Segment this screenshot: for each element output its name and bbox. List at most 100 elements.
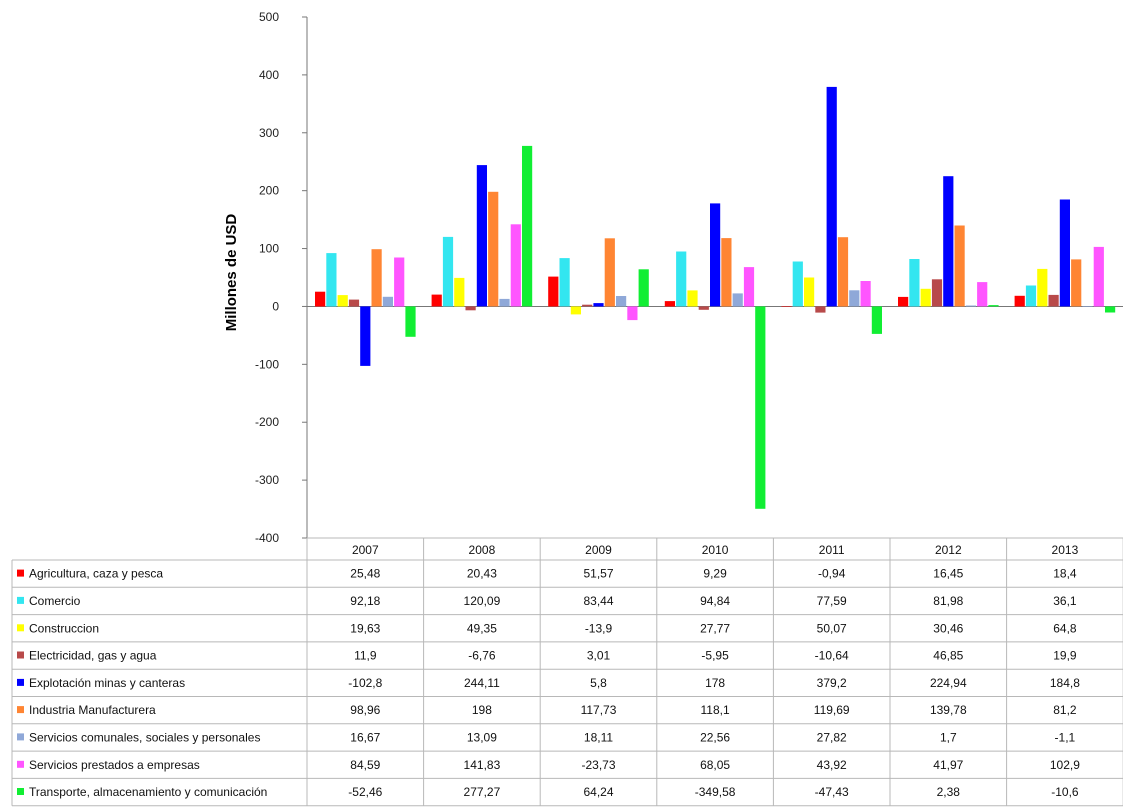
bar-8-2010: [743, 267, 755, 307]
bar-2-2011: [792, 261, 803, 307]
bar-6-2009: [604, 238, 615, 307]
data-label: 84,59: [350, 758, 380, 772]
data-label: 27,77: [700, 621, 730, 635]
data-label: 25,48: [350, 567, 380, 581]
data-label: 94,84: [700, 594, 730, 608]
bar-5-2010: [710, 203, 721, 307]
bar-3-2013: [1037, 268, 1048, 307]
data-label: 77,59: [817, 594, 847, 608]
bar-7-2007: [382, 296, 393, 307]
bar-1-2008: [431, 294, 442, 307]
data-label: 41,97: [933, 758, 963, 772]
data-label: 1,7: [940, 730, 957, 744]
data-label: -52,46: [348, 785, 382, 799]
data-label: -0,94: [818, 567, 846, 581]
bar-9-2008: [522, 145, 533, 307]
bar-7-2009: [616, 296, 627, 307]
bar-4-2008: [465, 306, 476, 311]
bar-4-2007: [348, 299, 360, 307]
data-label: 117,73: [581, 703, 617, 717]
bar-1-2012: [898, 296, 909, 307]
table-row-label: Transporte, almacenamiento y comunicació…: [29, 785, 267, 799]
data-label: 379,2: [817, 676, 847, 690]
y-tick-label: -200: [255, 415, 279, 429]
data-label: 64,24: [583, 785, 613, 799]
data-label: 27,82: [817, 730, 847, 744]
data-label: 11,9: [354, 649, 377, 663]
data-label: 184,8: [1050, 676, 1080, 690]
data-label: 141,83: [464, 758, 501, 772]
data-label: 98,96: [350, 703, 380, 717]
data-label: 118,1: [701, 703, 730, 717]
bar-5-2008: [476, 165, 487, 307]
data-label: -23,73: [581, 758, 615, 772]
data-label: 119,69: [814, 703, 850, 717]
y-tick-label: 200: [259, 184, 279, 198]
legend-swatch: [17, 760, 24, 768]
bar-6-2008: [488, 191, 499, 307]
data-label: 2,38: [937, 785, 961, 799]
bar-6-2011: [837, 237, 849, 307]
bar-1-2009: [548, 276, 559, 307]
data-label: 19,63: [350, 621, 380, 635]
y-tick-label: 100: [259, 242, 279, 256]
data-label: 50,07: [817, 621, 847, 635]
bar-1-2011: [781, 306, 792, 307]
data-label: 81,2: [1053, 703, 1077, 717]
bar-7-2010: [732, 293, 743, 307]
data-label: 51,57: [583, 567, 613, 581]
legend-swatch: [17, 678, 24, 686]
data-label: 49,35: [467, 621, 497, 635]
data-label: 22,56: [700, 730, 730, 744]
bar-9-2013: [1105, 306, 1116, 313]
bar-6-2012: [954, 225, 965, 307]
bar-8-2013: [1093, 246, 1104, 307]
table-row-label: Explotación minas y canteras: [29, 676, 185, 690]
data-label: 277,27: [464, 785, 501, 799]
data-label: -6,76: [468, 649, 496, 663]
legend-swatch: [17, 596, 24, 604]
bar-1-2007: [315, 291, 326, 307]
table-header-year: 2008: [469, 543, 496, 557]
y-tick-label: -400: [255, 531, 279, 545]
bar-8-2011: [860, 281, 871, 307]
bar-3-2012: [920, 288, 931, 307]
data-label: 120,09: [464, 594, 501, 608]
data-label: 224,94: [930, 676, 967, 690]
table-header-year: 2011: [819, 543, 845, 557]
bar-4-2009: [582, 304, 593, 307]
bar-7-2008: [499, 298, 510, 307]
table-row-label: Comercio: [29, 594, 81, 608]
data-label: 178: [705, 676, 725, 690]
bar-2-2013: [1025, 285, 1037, 307]
data-label: 68,05: [700, 758, 730, 772]
y-tick-label: 500: [259, 10, 279, 24]
bar-9-2007: [405, 306, 416, 337]
data-label: -10,6: [1051, 785, 1079, 799]
bar-1-2010: [664, 301, 675, 307]
bar-5-2012: [943, 176, 954, 307]
data-label: 18,11: [584, 730, 613, 744]
legend-swatch: [17, 788, 24, 795]
data-label: 19,9: [1053, 649, 1077, 663]
bar-2-2007: [326, 253, 337, 307]
data-label: 16,45: [933, 567, 963, 581]
bar-1-2013: [1014, 295, 1025, 307]
legend-swatch: [17, 733, 24, 741]
bar-6-2010: [721, 238, 732, 307]
bar-4-2011: [815, 306, 826, 313]
bar-8-2012: [977, 282, 988, 307]
bar-4-2013: [1048, 294, 1059, 307]
y-tick-label: -100: [255, 357, 279, 371]
data-label: 102,9: [1050, 758, 1080, 772]
data-label: 198: [472, 703, 492, 717]
data-label: 139,78: [930, 703, 967, 717]
data-label: -10,64: [815, 649, 849, 663]
data-label: 43,92: [817, 758, 847, 772]
bar-2-2009: [559, 258, 570, 307]
bar-9-2012: [988, 305, 999, 307]
bar-5-2009: [593, 303, 604, 307]
bar-9-2010: [755, 306, 766, 509]
legend-swatch: [17, 624, 24, 632]
y-tick-label: 400: [259, 68, 279, 82]
